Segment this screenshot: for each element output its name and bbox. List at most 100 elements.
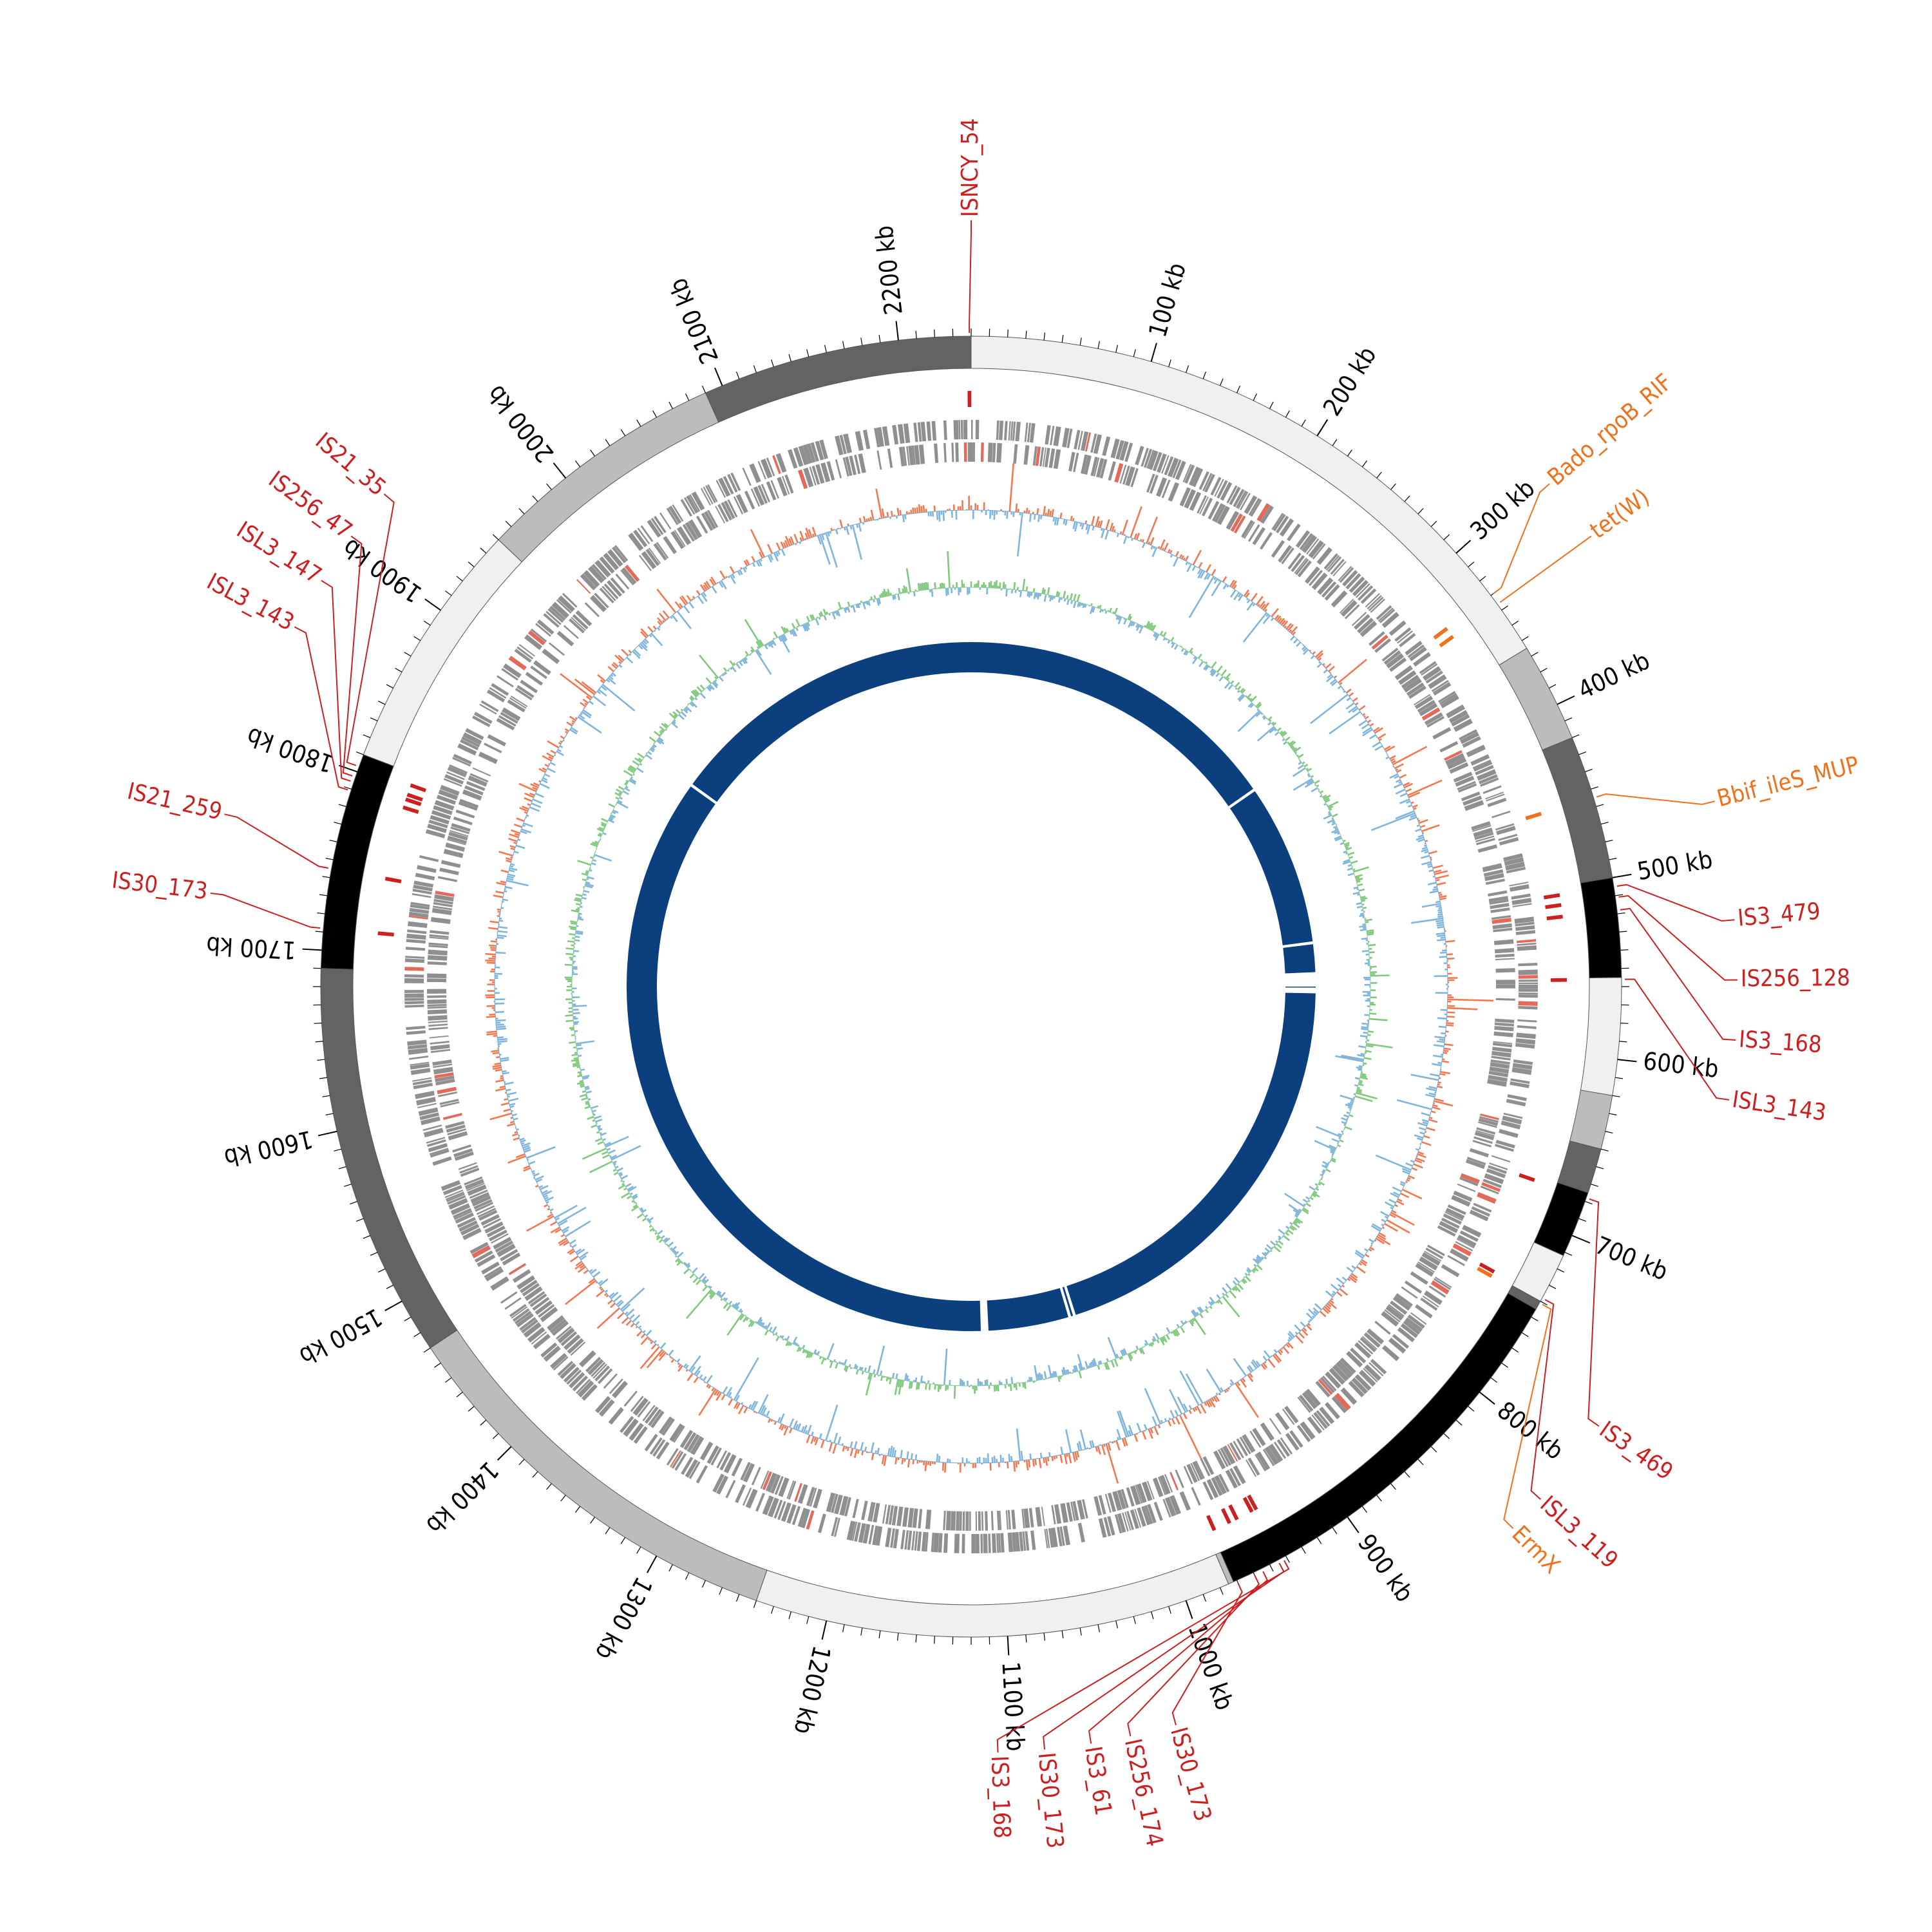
cds-reverse bbox=[715, 506, 726, 524]
cds-forward bbox=[806, 1510, 815, 1530]
cds-forward bbox=[1405, 640, 1423, 656]
cds-reverse bbox=[826, 1492, 836, 1513]
minor-tick bbox=[370, 717, 378, 722]
cds-forward bbox=[594, 1396, 611, 1414]
cds-forward bbox=[1479, 774, 1498, 784]
cds-forward bbox=[1319, 1406, 1335, 1425]
cds-forward bbox=[547, 608, 564, 623]
cds-reverse bbox=[529, 1293, 547, 1307]
cds-forward bbox=[430, 1148, 449, 1155]
minor-tick bbox=[1168, 359, 1171, 367]
cds-forward bbox=[581, 1384, 598, 1401]
cds-reverse bbox=[1495, 984, 1515, 989]
major-tick bbox=[424, 598, 441, 611]
tick-label: 1400 kb bbox=[421, 1456, 504, 1540]
cds-reverse bbox=[1294, 557, 1307, 574]
minor-tick bbox=[1301, 419, 1306, 427]
minor-tick bbox=[1376, 471, 1382, 478]
cds-reverse bbox=[1161, 479, 1171, 498]
cds-forward bbox=[421, 1116, 440, 1126]
cds-forward bbox=[1428, 1285, 1446, 1298]
cds-forward bbox=[1141, 448, 1149, 467]
cds-forward bbox=[455, 1212, 474, 1224]
cds-reverse bbox=[1394, 665, 1413, 681]
minor-tick bbox=[1236, 385, 1240, 393]
cds-forward bbox=[1488, 1165, 1507, 1174]
minor-tick bbox=[1417, 507, 1424, 515]
cds-forward bbox=[1103, 1517, 1112, 1537]
minor-tick bbox=[413, 636, 421, 641]
cds-reverse bbox=[1336, 1361, 1352, 1378]
tick-label: 1600 kb bbox=[222, 1125, 316, 1173]
cds-reverse bbox=[427, 973, 447, 978]
gc-content-negative bbox=[572, 587, 1370, 1386]
minor-tick bbox=[456, 1392, 463, 1397]
minor-tick bbox=[319, 1077, 328, 1079]
cds-reverse bbox=[688, 519, 703, 538]
cds-reverse bbox=[834, 1494, 843, 1515]
cds-forward bbox=[1255, 1454, 1267, 1472]
cds-forward bbox=[1339, 567, 1354, 583]
cds-reverse bbox=[1122, 465, 1130, 485]
cds-reverse bbox=[500, 1249, 518, 1262]
minor-tick bbox=[1540, 1301, 1548, 1305]
cds-reverse bbox=[1475, 835, 1495, 842]
cds-reverse bbox=[551, 1321, 569, 1336]
cds-reverse bbox=[1371, 634, 1388, 650]
cds-reverse bbox=[1104, 1493, 1112, 1513]
minor-tick bbox=[434, 1362, 441, 1368]
cds-reverse bbox=[1281, 547, 1294, 565]
cds-reverse bbox=[1309, 569, 1323, 587]
cds-reverse bbox=[466, 1182, 485, 1191]
cds-forward bbox=[913, 422, 918, 442]
contig-block bbox=[1066, 992, 1316, 1315]
minor-tick bbox=[668, 401, 673, 409]
cds-forward bbox=[755, 1493, 765, 1512]
minor-tick bbox=[334, 822, 342, 825]
cds-reverse bbox=[1478, 1118, 1499, 1126]
cds-forward bbox=[705, 485, 716, 504]
cds-reverse bbox=[1070, 1501, 1076, 1521]
is-label: IS3_479 bbox=[1737, 898, 1822, 932]
cds-reverse bbox=[459, 1165, 478, 1174]
cds-forward bbox=[629, 1423, 644, 1441]
cds-reverse bbox=[560, 1331, 578, 1347]
minor-tick bbox=[1557, 1268, 1565, 1273]
major-tick bbox=[339, 764, 358, 773]
cds-forward bbox=[1473, 761, 1493, 772]
cds-reverse bbox=[533, 660, 551, 676]
cds-forward bbox=[1495, 823, 1515, 831]
cds-forward bbox=[1202, 473, 1213, 491]
cds-forward bbox=[668, 506, 682, 524]
cds-reverse bbox=[951, 1511, 956, 1531]
cds-forward bbox=[1164, 456, 1174, 476]
cds-forward bbox=[413, 884, 433, 892]
cds-reverse bbox=[1297, 560, 1312, 578]
cds-forward bbox=[1495, 1140, 1515, 1149]
cds-reverse bbox=[1032, 446, 1037, 466]
cds-reverse bbox=[637, 1401, 651, 1418]
annotation-leader bbox=[1088, 1571, 1269, 1744]
cds-forward bbox=[727, 474, 738, 493]
cds-reverse bbox=[1023, 445, 1030, 465]
cds-reverse bbox=[431, 907, 452, 915]
annotation-leader bbox=[342, 535, 363, 777]
cds-reverse bbox=[777, 477, 788, 497]
cds-forward bbox=[409, 1056, 429, 1060]
cds-forward bbox=[580, 573, 597, 591]
cds-forward bbox=[689, 494, 701, 512]
cds-forward bbox=[1045, 1528, 1050, 1548]
cds-forward bbox=[1316, 1410, 1331, 1427]
cds-reverse bbox=[532, 1296, 550, 1311]
cds-forward bbox=[1434, 1276, 1452, 1288]
cds-reverse bbox=[1146, 1481, 1155, 1500]
cds-forward bbox=[472, 715, 491, 728]
minor-tick bbox=[350, 1201, 357, 1205]
cds-reverse bbox=[1395, 1293, 1413, 1307]
cds-forward bbox=[1407, 644, 1425, 658]
cds-reverse bbox=[460, 1168, 480, 1177]
minor-tick bbox=[605, 1527, 611, 1535]
cds-reverse bbox=[1485, 878, 1505, 886]
cds-forward bbox=[1515, 922, 1535, 927]
cds-forward bbox=[511, 1306, 528, 1319]
